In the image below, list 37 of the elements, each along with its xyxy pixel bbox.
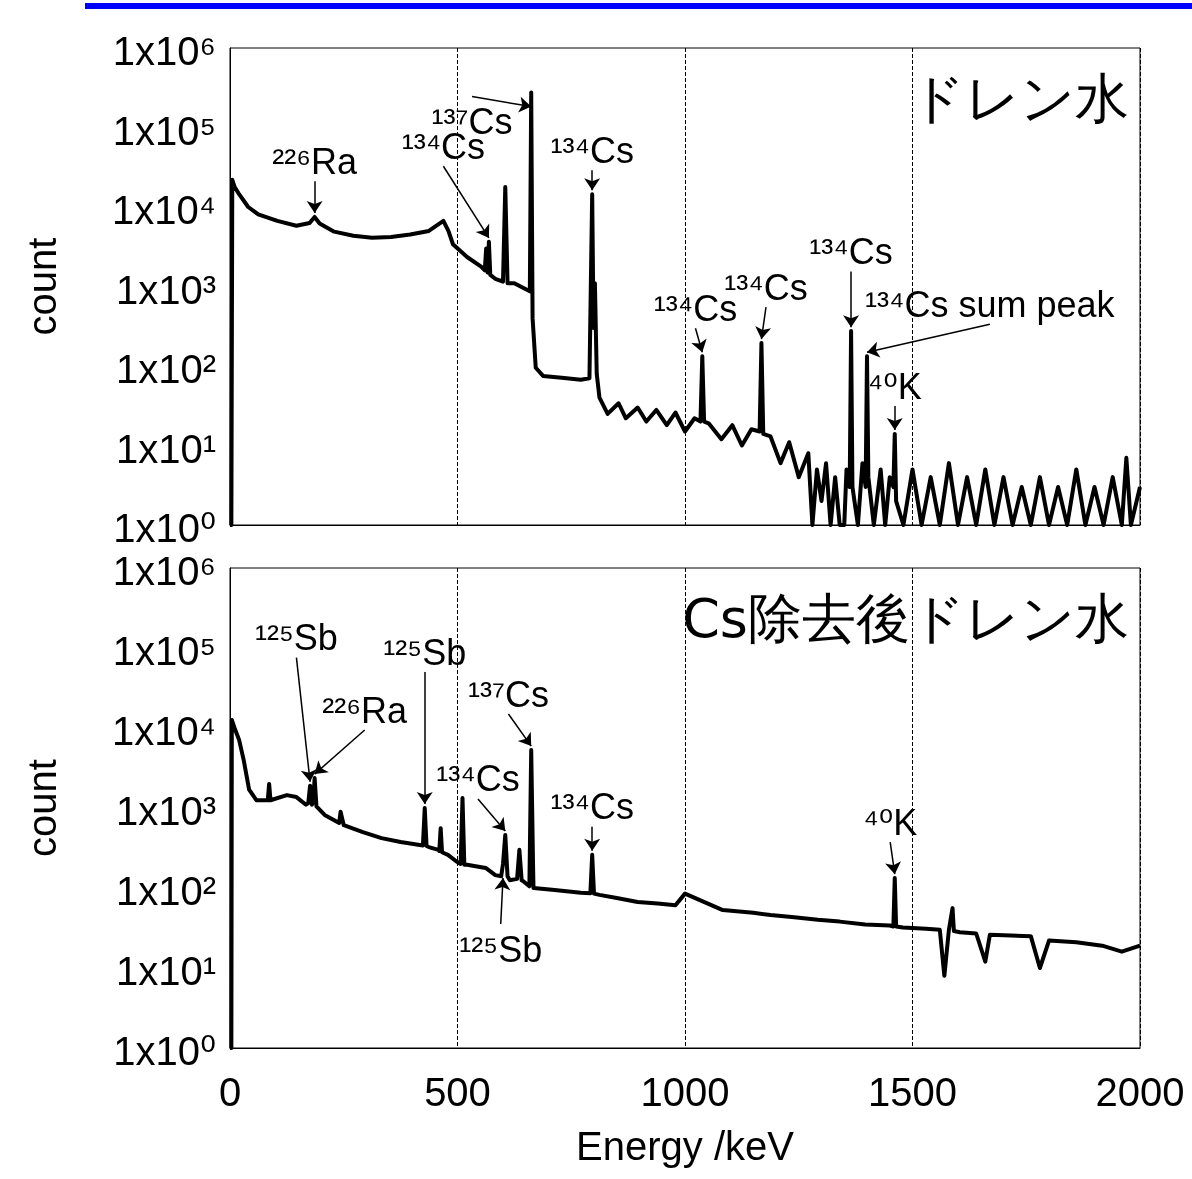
y-axis-title: count [20, 237, 64, 336]
x-axis-title: Energy /keV [576, 1124, 795, 1168]
y-tick-label: 1x10⁵ [112, 108, 216, 153]
annotation: ¹³⁴Cs sum peak [865, 283, 1116, 325]
annotation: ¹²⁵Sb [459, 928, 543, 970]
x-tick-label: 1000 [640, 1070, 730, 1114]
chart-title: Cs除去後ドレン水 [682, 586, 1129, 650]
chart-title: ドレン水 [910, 66, 1129, 130]
y-tick-label: 1x10⁶ [112, 549, 216, 593]
annotation: ¹²⁵Sb [383, 631, 467, 673]
y-tick-label: 1x10¹ [115, 426, 216, 471]
annotation: ¹³⁷Cs [467, 673, 549, 715]
y-tick-label: 1x10² [115, 347, 216, 391]
annotation: ²²⁶Ra [322, 689, 409, 731]
annotation: ¹³⁴Cs [550, 129, 634, 171]
annotation: ¹³⁴Cs [436, 758, 520, 800]
y-tick-label: 1x10⁴ [112, 709, 216, 753]
x-tick-label: 0 [218, 1070, 242, 1114]
annotation: ⁴⁰K [867, 365, 922, 407]
y-tick-label: 1x10⁰ [113, 506, 216, 550]
y-tick-label: 1x10³ [115, 789, 216, 833]
x-tick-label: 2000 [1095, 1070, 1185, 1114]
annotation: ¹²⁵Sb [254, 617, 338, 659]
y-tick-label: 1x10⁶ [112, 29, 216, 73]
y-tick-label: 1x10¹ [115, 949, 216, 993]
annotation: ¹³⁴Cs [550, 786, 634, 828]
annotation: ²²⁶Ra [272, 140, 359, 182]
y-axis-title: count [20, 759, 64, 857]
y-tick-label: 1x10⁴ [112, 188, 216, 232]
y-tick-label: 1x10² [115, 869, 216, 913]
x-tick-label: 500 [424, 1070, 491, 1114]
y-tick-label: 1x10⁰ [113, 1029, 216, 1073]
y-tick-label: 1x10³ [115, 267, 216, 312]
annotation: ⁴⁰K [863, 801, 918, 843]
x-tick-label: 1500 [868, 1070, 957, 1114]
y-tick-label: 1x10⁵ [112, 629, 216, 673]
annotation: ¹³⁴Cs [809, 230, 893, 272]
